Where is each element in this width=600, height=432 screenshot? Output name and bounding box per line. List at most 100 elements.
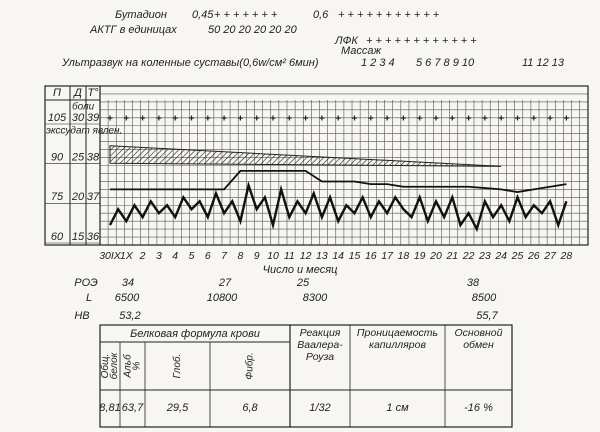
actg-doses: 50 20 20 20 20 20 [208, 24, 298, 36]
lab-value: 38 [467, 277, 480, 289]
x-tick-label: 1X [120, 250, 134, 262]
pain-marker [449, 115, 455, 121]
table-header: белок [108, 351, 120, 379]
butadion-dose: 0,6 [313, 9, 329, 21]
y-tick-label: 15 [72, 231, 85, 243]
exudate-label: экссудат явлен. [46, 126, 122, 137]
butadion-days: + + + + + + + [214, 9, 278, 21]
pain-marker [303, 115, 309, 121]
table-cell: 1 см [386, 402, 409, 414]
temperature-line [108, 181, 568, 233]
axis-header: П [53, 87, 61, 99]
pain-marker [237, 115, 243, 121]
x-tick-label: 5 [189, 250, 195, 262]
pain-marker [123, 115, 129, 121]
y-tick-label: 39 [87, 112, 99, 124]
lab-value: 10800 [207, 292, 238, 304]
butadion-days: + + + + + + + + + + + [338, 9, 440, 21]
y-tick-label: 25 [71, 152, 85, 164]
ultrasound-days: 11 12 13 [522, 57, 565, 69]
table-header: капилляров [369, 339, 426, 351]
lab-value: 25 [296, 277, 310, 289]
table-cell: 1/32 [309, 402, 330, 414]
table-cell: 63,7 [122, 402, 144, 414]
pain-marker [319, 115, 325, 121]
lab-value: 27 [218, 277, 232, 289]
x-tick-label: 4 [172, 250, 178, 262]
table-header: Основной [455, 327, 503, 339]
x-tick-label: 20 [429, 250, 442, 262]
x-tick-label: 16 [365, 250, 377, 262]
table-header: Роуза [306, 351, 334, 363]
pain-marker [254, 115, 260, 121]
x-tick-label: 17 [381, 250, 394, 262]
pain-marker [384, 115, 390, 121]
axis-header: T° [87, 87, 99, 99]
x-tick-label: 3 [156, 250, 162, 262]
y-tick-label: 36 [87, 231, 100, 243]
x-tick-label: 19 [414, 250, 426, 262]
x-tick-label: 6 [205, 250, 211, 262]
lab-value: 53,2 [119, 310, 140, 322]
lfk-label: ЛФК [334, 35, 358, 47]
x-tick-label: 24 [494, 250, 507, 262]
y-tick-label: 37 [87, 191, 100, 203]
pain-marker [368, 115, 374, 121]
lab-value: 6500 [115, 292, 140, 304]
x-tick-label: 14 [332, 250, 344, 262]
lfk-days: + + + + + + + + + + + + [366, 35, 477, 47]
lab-label: РОЭ [74, 277, 98, 289]
x-tick-label: 2 [139, 250, 146, 262]
pain-label: боли [72, 101, 95, 113]
butadion-dose: 0,45 [192, 9, 214, 21]
lab-value: 8500 [472, 292, 497, 304]
chart-frame [44, 85, 589, 246]
axis-header: Д [72, 87, 82, 99]
table-header: % [132, 361, 143, 370]
x-tick-label: 28 [560, 250, 573, 262]
pain-marker [335, 115, 341, 121]
table-header: Общ. [99, 354, 111, 379]
table-header: Ваалера- [297, 339, 343, 351]
table-cell: -16 % [464, 402, 493, 414]
lab-value: 8300 [303, 292, 328, 304]
x-tick-label: 25 [511, 250, 524, 262]
pain-marker [466, 115, 472, 121]
pain-marker [221, 115, 227, 121]
lab-label: НВ [74, 310, 89, 322]
table-header: Глоб. [171, 354, 183, 379]
pain-marker [270, 115, 276, 121]
table-header: Реакция [300, 327, 341, 339]
ultrasound-days: 5 6 7 8 9 10 [416, 57, 475, 69]
table-cell: 8,81 [99, 402, 120, 414]
x-tick-label: 30IX [99, 250, 122, 262]
table-group-header: Белковая формула крови [130, 328, 260, 340]
x-tick-label: 26 [527, 250, 540, 262]
y-tick-label: 90 [51, 152, 64, 164]
x-tick-label: 18 [398, 250, 410, 262]
x-tick-label: 12 [300, 250, 312, 262]
pain-marker [400, 115, 406, 121]
x-tick-label: 7 [221, 250, 228, 262]
y-tick-label: 105 [48, 112, 67, 124]
y-tick-label: 20 [71, 191, 85, 203]
pain-marker [189, 115, 194, 121]
x-tick-label: 22 [462, 250, 475, 262]
pain-marker [498, 115, 504, 121]
y-tick-label: 30 [72, 112, 85, 124]
pain-marker [140, 115, 146, 121]
pain-marker [563, 115, 569, 121]
x-tick-label: 9 [254, 250, 260, 262]
x-tick-label: 13 [316, 250, 328, 262]
table-cell: 6,8 [242, 402, 258, 414]
x-axis-label: Число и месяц [263, 264, 338, 276]
y-tick-label: 75 [51, 191, 64, 203]
pain-marker [531, 115, 537, 121]
x-tick-label: 23 [478, 250, 491, 262]
lab-value: 34 [122, 277, 134, 289]
x-tick-label: 11 [284, 250, 295, 262]
pain-marker [205, 115, 211, 121]
pain-marker [417, 115, 423, 121]
pain-marker [515, 115, 520, 121]
